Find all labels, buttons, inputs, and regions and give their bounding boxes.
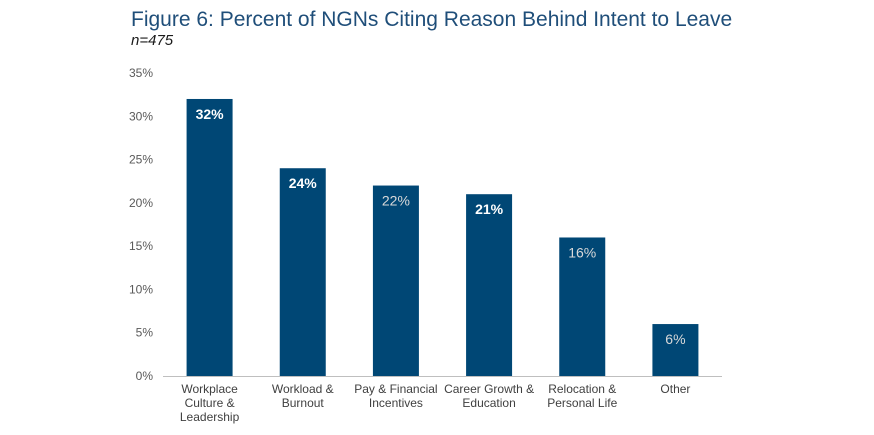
bar [466, 194, 513, 376]
x-tick-label-line: Workplace [181, 382, 238, 396]
bars [186, 98, 699, 376]
x-tick-label-line: Culture & [185, 396, 235, 410]
y-tick-label: 5% [136, 326, 154, 340]
bar [652, 324, 699, 376]
data-labels: 32% 24% 22% 21% 16% 6% [196, 106, 686, 347]
bar [559, 237, 606, 376]
data-label: 24% [289, 175, 318, 191]
data-label: 16% [568, 244, 596, 260]
x-tick-label: Workload & Burnout [272, 382, 334, 410]
x-tick-label-line: Pay & Financial [354, 382, 437, 396]
y-tick-label: 30% [129, 109, 153, 123]
x-tick-label-line: Burnout [282, 396, 325, 410]
x-tick-label-line: Workload & [272, 382, 334, 396]
data-label: 22% [382, 193, 410, 209]
x-tick-label-line: Education [462, 396, 515, 410]
x-tick-label-line: Incentives [369, 396, 423, 410]
x-tick-label-line: Personal Life [547, 396, 617, 410]
chart-subtitle: n=475 [131, 32, 174, 49]
x-tick-label-line: Other [660, 382, 690, 396]
chart-title: Figure 6: Percent of NGNs Citing Reason … [131, 8, 733, 31]
x-tick-label: Pay & Financial Incentives [354, 382, 437, 410]
x-tick-label-line: Career Growth & [444, 382, 534, 396]
x-tick-label: Workplace Culture & Leadership [180, 382, 240, 424]
bar [186, 98, 233, 376]
data-label: 32% [196, 106, 225, 122]
x-tick-label-line: Leadership [180, 410, 240, 424]
y-tick-label: 25% [129, 153, 153, 167]
data-label: 6% [665, 331, 685, 347]
y-tick-label: 20% [129, 196, 153, 210]
x-tick-label: Career Growth & Education [444, 382, 534, 410]
x-axis-labels: Workplace Culture & Leadership Workload & Bu… [180, 382, 691, 424]
y-axis-ticks: 0% 5% 10% 15% 20% 25% 30% 35% [129, 66, 153, 383]
data-label: 21% [475, 201, 504, 217]
bar [279, 168, 326, 376]
bar [372, 185, 419, 376]
x-tick-label: Relocation & Personal Life [547, 382, 617, 410]
y-tick-label: 10% [129, 282, 153, 296]
y-tick-label: 0% [136, 369, 154, 383]
x-tick-label: Other [660, 382, 690, 396]
x-tick-label-line: Relocation & [548, 382, 616, 396]
y-tick-label: 15% [129, 239, 153, 253]
y-tick-label: 35% [129, 66, 153, 80]
